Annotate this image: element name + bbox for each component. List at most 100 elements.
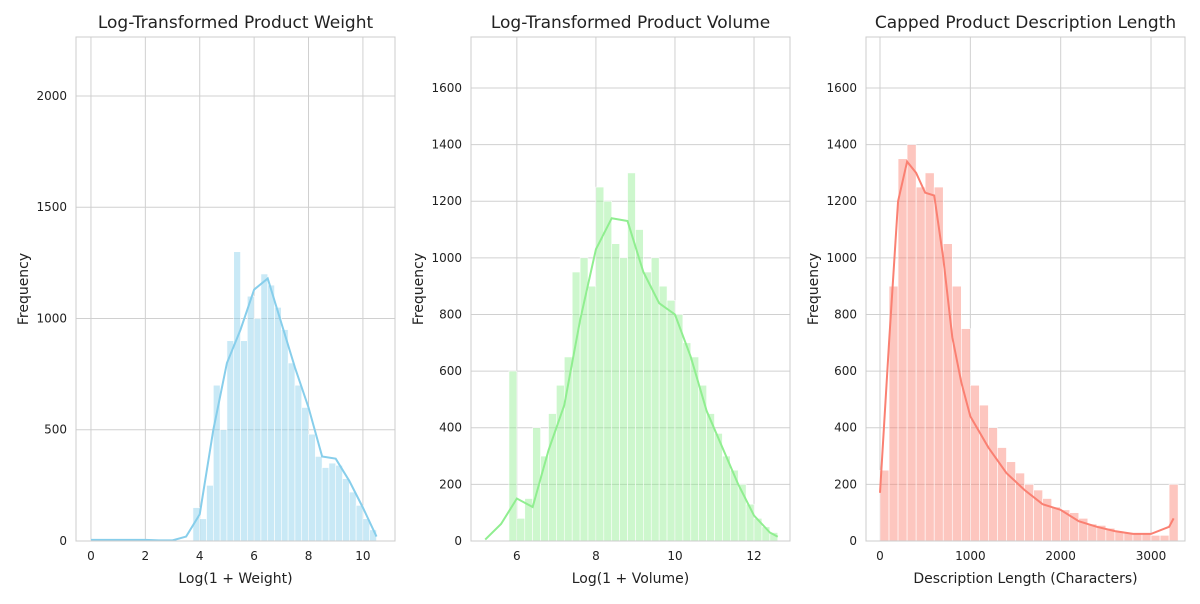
x-tick-label: 12	[746, 549, 761, 563]
y-tick-label: 1600	[826, 81, 857, 95]
y-tick-label: 400	[439, 421, 462, 435]
bar	[295, 385, 302, 541]
bar	[667, 300, 675, 541]
bar	[227, 341, 234, 541]
bar	[1052, 507, 1061, 541]
bar	[707, 414, 715, 541]
bar	[329, 463, 336, 541]
bar	[268, 285, 275, 541]
bar	[288, 363, 295, 541]
bar	[934, 187, 943, 541]
y-tick-label: 1200	[826, 194, 857, 208]
y-tick-label: 1400	[431, 138, 462, 152]
y-axis-label: Frequency	[806, 253, 822, 325]
bar	[241, 341, 248, 541]
bar	[722, 456, 730, 541]
bar	[261, 274, 268, 541]
bar	[1151, 535, 1160, 541]
y-tick-label: 200	[439, 477, 462, 491]
bar	[517, 518, 525, 541]
bar	[691, 357, 699, 541]
x-tick-label: 10	[667, 549, 682, 563]
y-tick-label: 1000	[36, 311, 67, 325]
y-tick-label: 500	[44, 423, 67, 437]
bar	[979, 405, 988, 541]
x-tick-label: 1000	[955, 549, 986, 563]
bar	[275, 307, 282, 541]
y-tick-label: 1500	[36, 200, 67, 214]
bar	[907, 145, 916, 541]
bar	[572, 272, 580, 541]
y-tick-label: 0	[849, 534, 857, 548]
y-tick-label: 0	[59, 534, 67, 548]
y-axis-label: Frequency	[411, 253, 427, 325]
y-tick-label: 800	[834, 307, 857, 321]
bar	[943, 244, 952, 541]
y-axis-label: Frequency	[16, 253, 32, 325]
bar	[541, 456, 549, 541]
bar	[207, 485, 214, 541]
bar	[343, 479, 350, 541]
bar	[916, 187, 925, 541]
x-axis-label: Description Length (Characters)	[913, 571, 1137, 587]
bar	[1142, 534, 1151, 541]
y-tick-label: 1000	[431, 251, 462, 265]
bar	[322, 468, 329, 541]
bar	[952, 286, 961, 541]
x-tick-label: 0	[87, 549, 95, 563]
bar	[1133, 534, 1142, 541]
bar	[1160, 535, 1169, 541]
x-tick-label: 6	[250, 549, 258, 563]
bar	[659, 286, 667, 541]
y-tick-label: 600	[439, 364, 462, 378]
y-tick-label: 600	[834, 364, 857, 378]
bar	[635, 230, 643, 541]
x-tick-label: 0	[876, 549, 884, 563]
y-tick-label: 1200	[431, 194, 462, 208]
bar	[281, 330, 288, 541]
x-tick-label: 4	[196, 549, 204, 563]
chart-title: Capped Product Description Length	[875, 13, 1176, 33]
x-tick-label: 8	[592, 549, 600, 563]
bar	[643, 272, 651, 541]
y-tick-label: 1000	[826, 251, 857, 265]
x-axis-label: Log(1 + Volume)	[572, 571, 690, 587]
x-tick-label: 6	[513, 549, 521, 563]
bar	[254, 318, 261, 541]
bar	[675, 314, 683, 541]
bar	[200, 519, 207, 541]
chart-title: Log-Transformed Product Weight	[98, 13, 374, 33]
bar	[336, 465, 343, 541]
x-axis-label: Log(1 + Weight)	[178, 571, 292, 587]
bar	[349, 492, 356, 541]
bar	[588, 286, 596, 541]
chart-title: Log-Transformed Product Volume	[491, 13, 770, 33]
bar	[961, 329, 970, 541]
bar	[620, 258, 628, 541]
bar	[683, 343, 691, 541]
x-tick-label: 3000	[1136, 549, 1167, 563]
bar	[234, 252, 241, 541]
bar	[898, 159, 907, 541]
bar	[714, 433, 722, 541]
bar	[970, 385, 979, 541]
bar	[1169, 484, 1178, 541]
y-tick-label: 1600	[431, 81, 462, 95]
x-tick-label: 2	[142, 549, 150, 563]
x-tick-label: 10	[355, 549, 370, 563]
x-tick-label: 2000	[1045, 549, 1076, 563]
y-tick-label: 0	[454, 534, 462, 548]
bar	[509, 371, 517, 541]
bar	[612, 244, 620, 541]
bar	[925, 173, 934, 541]
bar	[247, 296, 254, 541]
y-tick-label: 2000	[36, 89, 67, 103]
y-tick-label: 200	[834, 477, 857, 491]
y-tick-label: 1400	[826, 138, 857, 152]
y-tick-label: 400	[834, 421, 857, 435]
x-tick-label: 8	[305, 549, 313, 563]
bar	[315, 456, 322, 541]
y-tick-label: 800	[439, 307, 462, 321]
